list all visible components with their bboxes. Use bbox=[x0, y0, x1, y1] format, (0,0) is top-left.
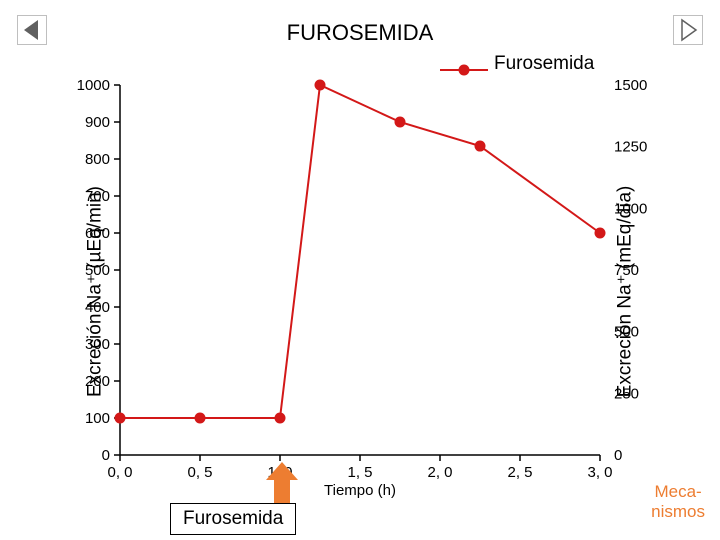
svg-text:Tiempo (h): Tiempo (h) bbox=[324, 482, 396, 499]
svg-text:1250: 1250 bbox=[614, 139, 647, 156]
svg-text:500: 500 bbox=[85, 262, 110, 279]
svg-text:0, 5: 0, 5 bbox=[187, 464, 212, 481]
svg-text:600: 600 bbox=[85, 225, 110, 242]
svg-text:250: 250 bbox=[614, 385, 639, 402]
svg-text:0, 0: 0, 0 bbox=[107, 464, 132, 481]
svg-text:200: 200 bbox=[85, 373, 110, 390]
legend-label: Furosemida bbox=[494, 53, 594, 75]
svg-text:1000: 1000 bbox=[614, 200, 647, 217]
svg-text:100: 100 bbox=[85, 410, 110, 427]
svg-text:0: 0 bbox=[102, 447, 110, 464]
svg-text:3, 0: 3, 0 bbox=[587, 464, 612, 481]
svg-text:700: 700 bbox=[85, 188, 110, 205]
svg-text:800: 800 bbox=[85, 151, 110, 168]
svg-text:900: 900 bbox=[85, 114, 110, 131]
mecanismos-link[interactable]: Meca-nismos bbox=[651, 482, 705, 522]
svg-text:1000: 1000 bbox=[77, 77, 110, 94]
furosemida-callout: Furosemida bbox=[170, 503, 296, 535]
svg-text:0: 0 bbox=[614, 447, 622, 464]
furosemida-arrow-icon bbox=[266, 462, 298, 504]
svg-text:750: 750 bbox=[614, 262, 639, 279]
mecanismos-label: Meca-nismos bbox=[651, 482, 705, 521]
svg-text:500: 500 bbox=[614, 324, 639, 341]
svg-text:300: 300 bbox=[85, 336, 110, 353]
chart: 0 100 200 300 400 500 600 700 800 900 1000 0 250 500 7… bbox=[0, 0, 720, 540]
svg-text:2, 0: 2, 0 bbox=[427, 464, 452, 481]
svg-text:1500: 1500 bbox=[614, 77, 647, 94]
svg-text:2, 5: 2, 5 bbox=[507, 464, 532, 481]
svg-text:1, 5: 1, 5 bbox=[347, 464, 372, 481]
svg-text:400: 400 bbox=[85, 299, 110, 316]
legend-marker bbox=[440, 60, 488, 80]
